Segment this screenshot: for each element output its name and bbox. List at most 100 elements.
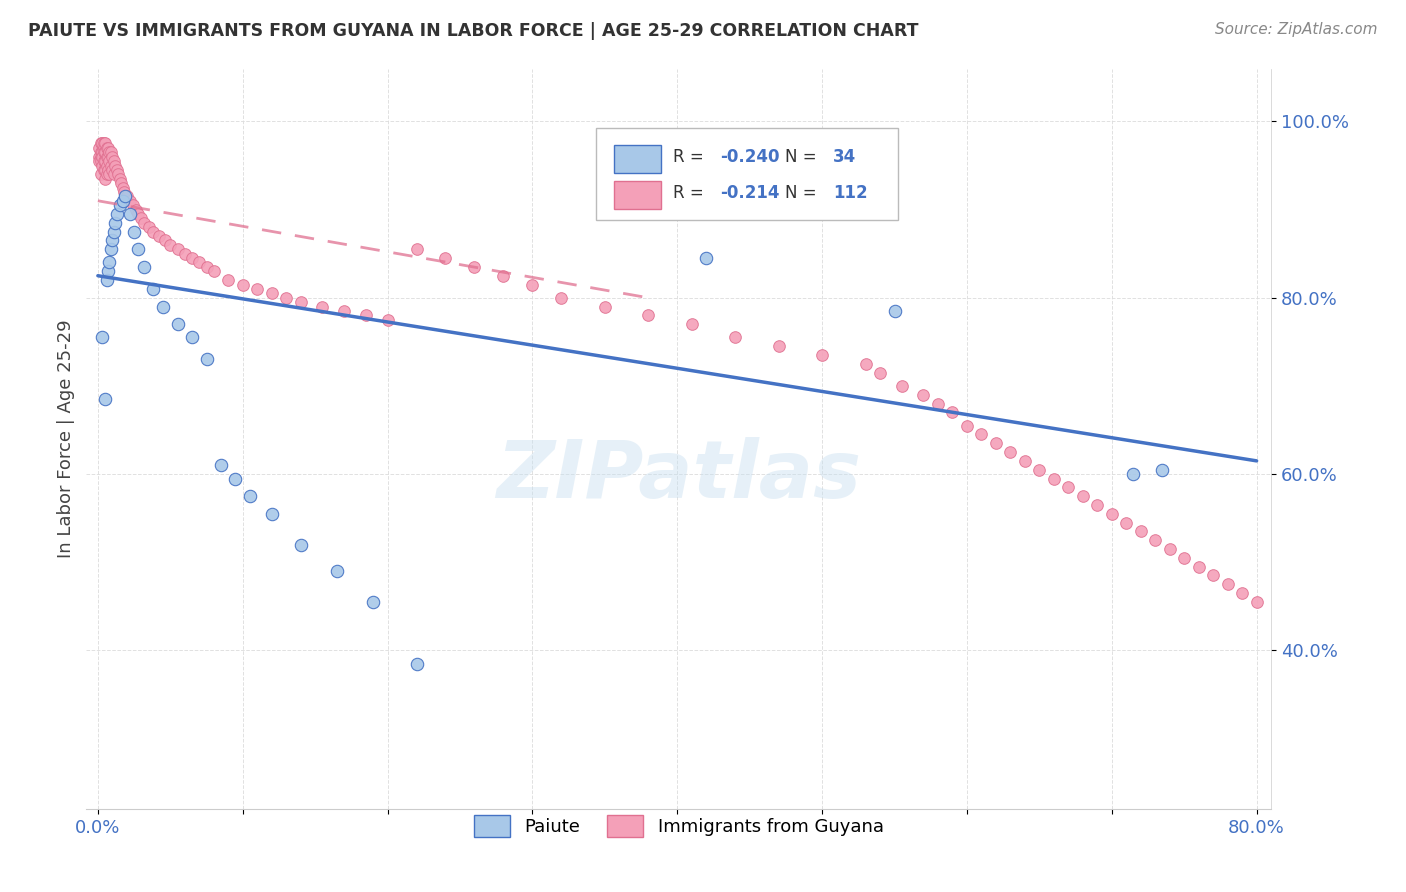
Point <box>121 198 143 212</box>
Point <box>96 273 118 287</box>
Point <box>112 185 135 199</box>
Point <box>593 300 616 314</box>
Point <box>1188 559 1211 574</box>
Point <box>93 154 115 169</box>
Point <box>138 220 160 235</box>
Point <box>232 277 254 292</box>
Point <box>127 207 149 221</box>
Point <box>98 145 121 160</box>
Text: R =: R = <box>672 148 709 166</box>
Point <box>195 352 218 367</box>
Point <box>97 264 120 278</box>
Point <box>984 436 1007 450</box>
Point <box>695 251 717 265</box>
Point <box>131 211 153 226</box>
Point <box>890 379 912 393</box>
Point <box>90 145 112 160</box>
Text: PAIUTE VS IMMIGRANTS FROM GUYANA IN LABOR FORCE | AGE 25-29 CORRELATION CHART: PAIUTE VS IMMIGRANTS FROM GUYANA IN LABO… <box>28 22 918 40</box>
Point <box>260 286 283 301</box>
FancyBboxPatch shape <box>596 128 898 220</box>
Point <box>1144 533 1167 548</box>
Point <box>768 339 790 353</box>
Point <box>97 162 120 177</box>
Point <box>311 300 333 314</box>
Point <box>202 264 225 278</box>
Point <box>108 171 131 186</box>
Text: -0.240: -0.240 <box>720 148 780 166</box>
Point <box>134 216 156 230</box>
Point <box>434 251 457 265</box>
Point <box>405 657 427 671</box>
Point <box>118 194 141 208</box>
Point <box>1173 550 1195 565</box>
Point <box>91 330 114 344</box>
Point <box>681 317 703 331</box>
Point <box>217 273 239 287</box>
Point <box>90 154 112 169</box>
Point <box>724 330 747 344</box>
Point <box>361 595 384 609</box>
Point <box>91 136 114 151</box>
Point <box>1071 489 1094 503</box>
Point <box>115 189 138 203</box>
Point <box>148 229 170 244</box>
Point <box>89 141 111 155</box>
Point <box>96 150 118 164</box>
Point <box>1246 595 1268 609</box>
Point <box>181 330 204 344</box>
Text: N =: N = <box>786 184 823 202</box>
Point <box>195 260 218 274</box>
Legend: Paiute, Immigrants from Guyana: Paiute, Immigrants from Guyana <box>467 808 891 845</box>
Point <box>89 154 111 169</box>
Point <box>333 304 356 318</box>
Point <box>1057 480 1080 494</box>
Point <box>224 471 246 485</box>
Point <box>1043 471 1066 485</box>
Point <box>142 225 165 239</box>
Point <box>152 300 174 314</box>
Point <box>97 141 120 155</box>
Point <box>1159 542 1181 557</box>
Point <box>104 216 127 230</box>
Point <box>159 238 181 252</box>
Point <box>127 242 149 256</box>
Point <box>869 366 891 380</box>
Point <box>94 162 117 177</box>
Point <box>1129 524 1152 539</box>
Point <box>1216 577 1239 591</box>
Point <box>104 159 127 173</box>
Point <box>246 282 269 296</box>
Text: R =: R = <box>672 184 709 202</box>
Text: -0.214: -0.214 <box>720 184 780 202</box>
Point <box>492 268 515 283</box>
Point <box>91 159 114 173</box>
Point <box>89 150 111 164</box>
Point <box>166 242 188 256</box>
Point <box>93 145 115 160</box>
Point <box>1202 568 1225 582</box>
Point <box>1028 463 1050 477</box>
Point <box>118 207 141 221</box>
Point <box>100 159 122 173</box>
Point <box>90 136 112 151</box>
Point <box>94 392 117 406</box>
Point <box>94 145 117 160</box>
Point <box>105 207 128 221</box>
Point <box>550 291 572 305</box>
Point <box>98 167 121 181</box>
Point <box>114 189 136 203</box>
Point <box>93 136 115 151</box>
Point <box>94 136 117 151</box>
Point <box>1115 516 1137 530</box>
Point <box>96 159 118 173</box>
Point <box>970 427 993 442</box>
Point <box>124 202 146 217</box>
Point <box>166 317 188 331</box>
Point <box>108 198 131 212</box>
Point <box>1000 445 1022 459</box>
Point <box>260 507 283 521</box>
Point <box>107 167 129 181</box>
Point <box>811 348 834 362</box>
Point <box>93 162 115 177</box>
FancyBboxPatch shape <box>613 145 661 173</box>
